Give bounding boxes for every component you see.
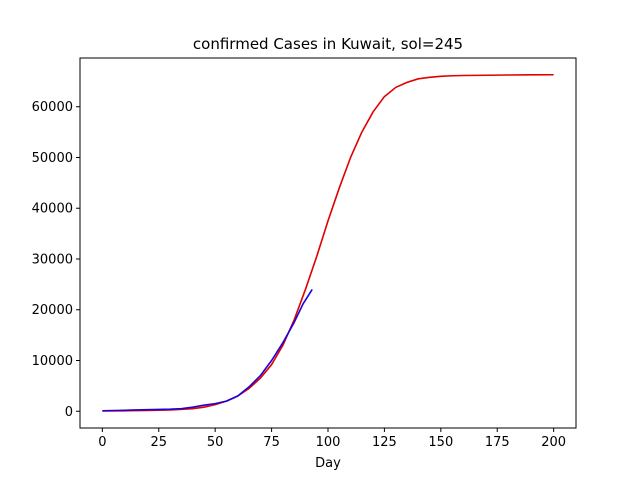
x-axis-label: Day (315, 456, 341, 471)
x-tick-label: 175 (485, 435, 510, 450)
x-tick-label: 75 (263, 435, 280, 450)
y-tick-label: 30000 (32, 252, 73, 267)
y-tick-label: 40000 (32, 202, 73, 217)
series-line-0 (102, 73, 554, 412)
x-tick-label: 125 (372, 435, 397, 450)
y-tick-label: 50000 (32, 151, 73, 166)
x-tick-label: 150 (428, 435, 453, 450)
plot-area (79, 57, 577, 429)
y-axis: 0 10000 20000 30000 40000 50000 60000 (32, 100, 80, 420)
chart-title: confirmed Cases in Kuwait, sol=245 (193, 35, 463, 53)
x-tick-label: 100 (316, 435, 341, 450)
y-tick-label: 10000 (32, 354, 73, 369)
x-tick-label: 200 (541, 435, 566, 450)
series-line-1 (102, 289, 313, 412)
y-tick-label: 20000 (32, 303, 73, 318)
series-layer (102, 73, 554, 412)
x-axis: 0 25 50 75 100 125 150 175 200 (98, 428, 566, 450)
y-tick-label: 60000 (32, 100, 73, 115)
x-tick-label: 0 (98, 435, 106, 450)
x-tick-label: 50 (207, 435, 224, 450)
y-tick-label: 0 (65, 405, 73, 420)
x-tick-label: 25 (150, 435, 167, 450)
